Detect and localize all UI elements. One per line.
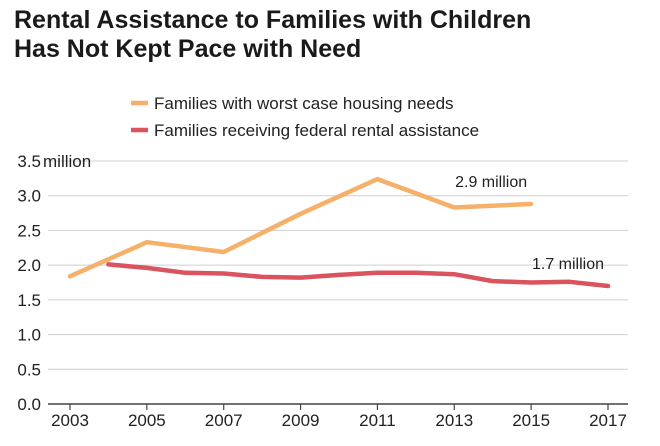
y-tick-label: 0.5 — [17, 360, 41, 379]
x-tick-label: 2015 — [512, 411, 550, 430]
y-tick-label: 1.0 — [17, 326, 41, 345]
x-tick-label: 2005 — [128, 411, 166, 430]
legend-label: Families with worst case housing needs — [154, 94, 454, 113]
annotations: 2.9 million 1.7 million — [455, 174, 604, 273]
chart-title-line-1: Rental Assistance to Families with Child… — [14, 6, 532, 34]
x-axis — [48, 403, 628, 410]
series-line-1 — [67, 176, 534, 279]
legend-label: Families receiving federal rental assist… — [154, 121, 479, 140]
annotation-label: 2.9 million — [455, 174, 527, 191]
y-tick-label: 0.0 — [17, 395, 41, 414]
y-tick-label: 3.0 — [17, 187, 41, 206]
x-tick-label: 2003 — [51, 411, 89, 430]
series-line-2 — [106, 262, 611, 289]
chart-title-line-2: Has Not Kept Pace with Need — [14, 35, 362, 63]
y-tick-label: 2.5 — [17, 221, 41, 240]
x-tick-label: 2009 — [282, 411, 320, 430]
gridlines — [48, 160, 628, 370]
y-tick-label: 2.0 — [17, 256, 41, 275]
series-lines — [67, 176, 611, 289]
chart-title: Rental Assistance to Families with Child… — [14, 6, 654, 64]
x-tick-label: 2011 — [359, 411, 396, 430]
y-tick-label: 3.5 — [17, 152, 41, 171]
y-tick-label: 1.5 — [17, 291, 41, 310]
x-tick-label: 2013 — [435, 411, 473, 430]
y-axis-unit-label: million — [43, 152, 91, 171]
y-tick-labels: 0.0 0.5 1.0 1.5 2.0 2.5 3.0 3.5 — [17, 152, 41, 414]
x-tick-labels: 2003 2005 2007 2009 2011 2013 2015 2017 — [51, 411, 627, 430]
x-tick-label: 2007 — [205, 411, 243, 430]
annotation-label: 1.7 million — [532, 256, 604, 273]
x-tick-label: 2017 — [589, 411, 627, 430]
legend: Families with worst case housing needs Fa… — [131, 94, 479, 140]
